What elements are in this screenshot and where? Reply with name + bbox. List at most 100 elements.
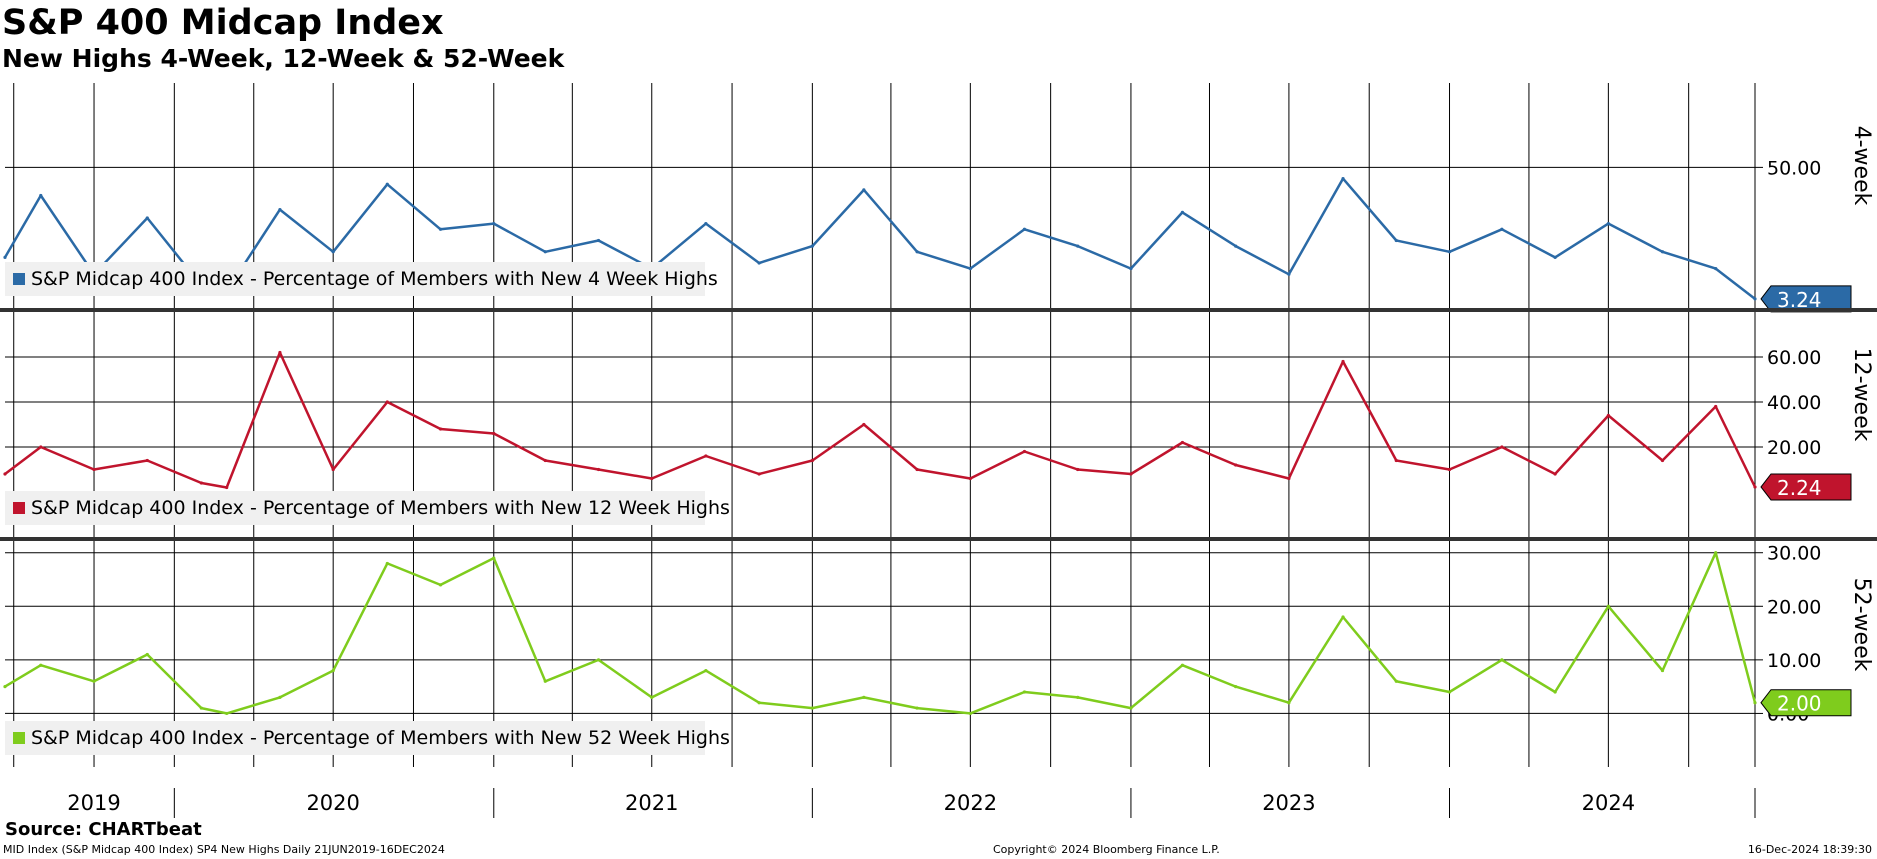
data-point [438,227,443,231]
data-point [3,472,7,476]
data-point [1287,701,1291,705]
data-point [331,668,335,673]
data-point [1234,685,1238,689]
data-point [1234,463,1238,467]
data-point [1234,244,1238,248]
data-point [92,467,96,472]
data-point [3,255,7,259]
data-point [1606,222,1610,226]
legend-label: S&P Midcap 400 Index - Percentage of Mem… [31,727,730,749]
data-point [1500,227,1504,231]
data-point [3,685,7,689]
data-point [1447,250,1452,254]
data-point [1394,458,1398,463]
panel-label: 12-week [1849,348,1874,442]
data-point [1553,255,1557,259]
data-point [39,445,43,449]
y-tick-label: 10.00 [1767,650,1821,672]
data-point [145,458,149,463]
data-point [92,679,96,683]
data-point [968,476,972,481]
x-year-label: 2019 [67,791,120,815]
data-point [915,467,919,472]
data-point [492,431,496,436]
footer-copyright: Copyright© 2024 Bloomberg Finance L.P. [993,843,1220,856]
y-tick-label: 60.00 [1767,347,1821,369]
footer-timestamp: 16-Dec-2024 18:39:30 [1747,843,1872,856]
data-point [145,652,149,657]
data-point [1714,267,1718,271]
last-value-label: 3.24 [1777,288,1822,312]
data-point [385,561,389,566]
data-point [757,261,761,265]
data-point [1500,658,1504,662]
y-tick-label: 20.00 [1767,596,1821,618]
data-point [862,695,866,699]
data-point [1753,485,1757,489]
last-value-label: 2.00 [1777,692,1822,716]
legend-swatch [13,273,25,285]
panel-label: 4-week [1849,126,1874,206]
data-point [1341,359,1345,364]
x-year-label: 2023 [1262,791,1315,815]
series-line [4,351,1757,489]
data-point [968,267,972,271]
x-year-label: 2020 [306,791,359,815]
data-point [1022,449,1027,454]
data-point [862,188,866,192]
legend-swatch [13,502,25,514]
data-point [1180,663,1185,667]
data-point [1341,615,1345,619]
data-point [757,701,761,705]
series-line [4,551,1757,715]
data-point [704,668,708,673]
data-point [1606,604,1610,608]
data-point [1660,250,1665,254]
data-point [757,472,761,476]
data-point [225,485,229,490]
data-point [1180,440,1185,445]
data-point [1753,297,1757,301]
source-label: Source: CHARTbeat [5,819,202,840]
data-point [1287,272,1291,276]
panel-label: 52-week [1849,578,1874,672]
data-point [1022,227,1027,231]
data-point [492,556,496,560]
chart-subtitle: New Highs 4-Week, 12-Week & 52-Week [2,44,565,73]
data-point [199,706,203,710]
footer-ticker-info: MID Index (S&P Midcap 400 Index) SP4 New… [3,843,445,856]
y-tick-label: 40.00 [1767,392,1821,414]
data-point [596,238,601,243]
data-point [1753,701,1757,705]
data-point [199,481,203,485]
data-point [331,250,335,254]
y-tick-label: 30.00 [1767,543,1821,565]
data-point [915,250,919,254]
data-point [650,476,654,481]
data-point [385,182,389,186]
legend-label: S&P Midcap 400 Index - Percentage of Mem… [31,497,730,519]
data-point [492,222,496,226]
legend-box [5,262,705,296]
x-year-label: 2021 [625,791,678,815]
data-point [650,695,654,699]
data-point [331,467,335,472]
data-point [810,244,814,248]
data-point [438,583,443,587]
data-point [968,711,972,716]
data-point [1129,472,1133,476]
data-point [1606,413,1610,418]
data-point [596,467,601,472]
data-point [704,222,708,226]
data-point [543,250,547,254]
last-value-badge [1760,473,1852,501]
data-point [385,400,389,404]
y-tick-label: 50.00 [1767,157,1821,179]
panel-separator [0,537,1877,541]
data-point [1447,690,1452,694]
data-point [543,679,547,683]
data-point [145,216,149,220]
data-point [1287,476,1291,481]
data-point [1022,690,1027,694]
